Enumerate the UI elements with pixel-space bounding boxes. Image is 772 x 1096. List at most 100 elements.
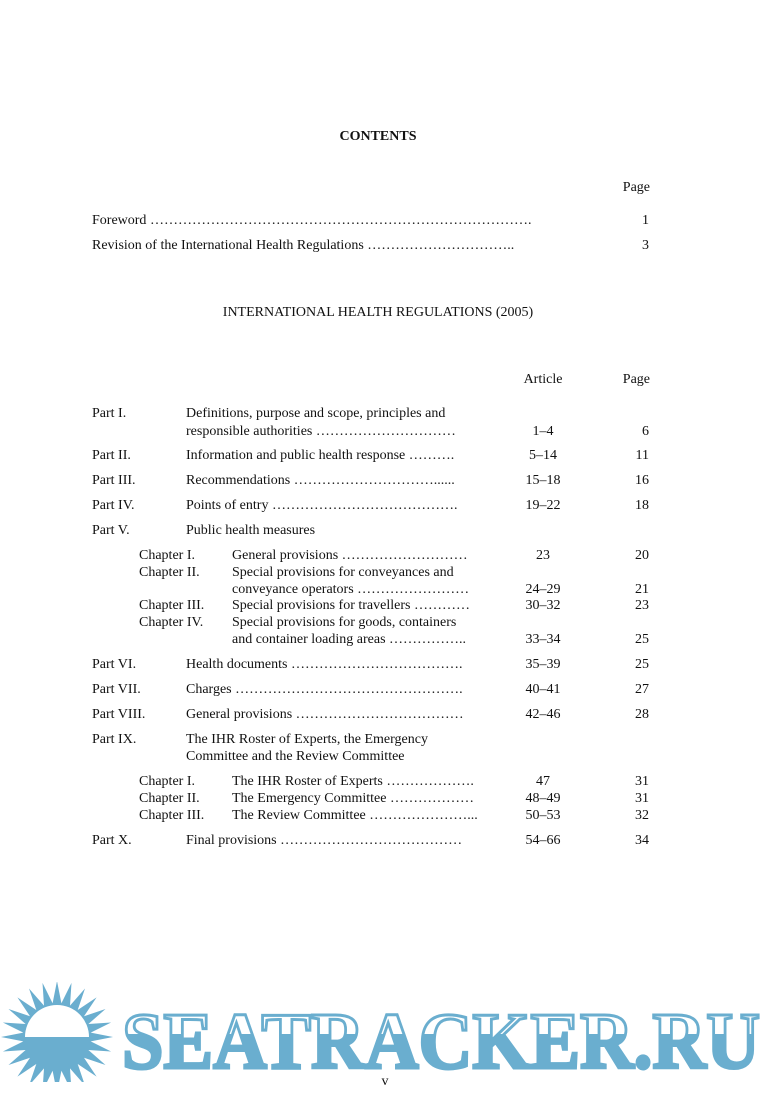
watermark-logo: SEATRACKER.RU SEATRACKER.RU — [1, 982, 762, 1082]
chapter-article: 33–34 — [525, 632, 561, 647]
chapter-article: 47 — [536, 774, 550, 789]
chapter-title[interactable]: Special provisions for conveyances and — [232, 565, 454, 580]
part-title[interactable]: Recommendations …………………………...... — [186, 473, 455, 488]
dot-leader: …………………………………. — [271, 498, 458, 513]
part-label: Part VII. — [92, 682, 141, 697]
part-article: 42–46 — [525, 707, 561, 722]
part-title[interactable]: Public health measures — [186, 523, 316, 538]
part-label: Part I. — [92, 406, 127, 421]
part-title[interactable]: Definitions, purpose and scope, principl… — [186, 406, 446, 421]
ihr-title: INTERNATIONAL HEALTH REGULATIONS (2005) — [222, 305, 534, 320]
part-label: Part VIII. — [92, 707, 146, 722]
chapter-label: Chapter II. — [139, 791, 200, 806]
dot-leader: ………………………….. — [367, 238, 515, 253]
part-label: Part IX. — [92, 732, 137, 747]
article-column-header: Article — [523, 372, 563, 387]
chapter-page: 31 — [635, 791, 649, 806]
chapter-title[interactable]: The IHR Roster of Experts ………………. — [232, 774, 474, 789]
chapter-title-cont[interactable]: conveyance operators …………………… — [232, 582, 470, 597]
toc-entry-title[interactable]: Revision of the International Health Reg… — [92, 238, 515, 253]
part-page: 25 — [635, 657, 649, 672]
chapter-page: 25 — [635, 632, 649, 647]
part-title[interactable]: Health documents ………………………………. — [186, 657, 463, 672]
page-column-header: Page — [622, 180, 650, 195]
part-title-cont[interactable]: responsible authorities ………………………… — [186, 424, 456, 439]
part-page: 18 — [635, 498, 649, 513]
part-page: 27 — [635, 682, 649, 697]
chapter-page: 20 — [635, 548, 649, 563]
dot-leader: …………………………...... — [293, 473, 455, 488]
dot-leader: ……………………………… — [295, 707, 464, 722]
dot-leader: …………………………………………. — [235, 682, 463, 697]
dot-leader: ………………………… — [315, 424, 456, 439]
part-page: 34 — [635, 833, 649, 848]
sun-icon — [1, 982, 113, 1082]
chapter-label: Chapter IV. — [139, 615, 204, 630]
chapter-title[interactable]: Special provisions for goods, containers — [232, 615, 457, 630]
part-title[interactable]: General provisions ……………………………… — [186, 707, 464, 722]
chapter-page: 23 — [635, 598, 649, 613]
part-title[interactable]: Information and public health response …… — [186, 448, 455, 463]
chapter-article: 50–53 — [525, 808, 561, 823]
part-title[interactable]: Charges …………………………………………. — [186, 682, 463, 697]
chapter-label: Chapter I. — [139, 548, 195, 563]
dot-leader: …………………... — [369, 808, 478, 823]
part-article: 15–18 — [525, 473, 561, 488]
svg-text:SEATRACKER.RU: SEATRACKER.RU — [122, 998, 760, 1082]
part-article: 54–66 — [525, 833, 561, 848]
toc-entry-page: 1 — [642, 213, 649, 228]
part-title-cont[interactable]: Committee and the Review Committee — [186, 749, 405, 764]
part-article: 40–41 — [525, 682, 561, 697]
dot-leader: ………………………………………………………………………. — [149, 213, 532, 228]
dot-leader: ………… — [413, 598, 470, 613]
chapter-title[interactable]: General provisions ……………………… — [232, 548, 468, 563]
chapter-label: Chapter II. — [139, 565, 200, 580]
part-article: 1–4 — [532, 424, 554, 439]
chapter-title[interactable]: The Review Committee …………………... — [232, 808, 478, 823]
part-article: 35–39 — [525, 657, 561, 672]
part-page: 11 — [635, 448, 649, 463]
chapter-page: 31 — [635, 774, 649, 789]
contents-heading: CONTENTS — [339, 129, 417, 144]
dot-leader: ………………………………… — [280, 833, 463, 848]
chapter-article: 23 — [536, 548, 550, 563]
dot-leader: ………………. — [386, 774, 474, 789]
chapter-article: 48–49 — [525, 791, 561, 806]
toc-entry-page: 3 — [642, 238, 649, 253]
chapter-label: Chapter III. — [139, 598, 205, 613]
part-label: Part IV. — [92, 498, 135, 513]
toc-entry-title[interactable]: Foreword ………………………………………………………………………. — [92, 213, 532, 228]
part-label: Part X. — [92, 833, 132, 848]
page-column-header: Page — [622, 372, 650, 387]
part-label: Part V. — [92, 523, 130, 538]
chapter-label: Chapter III. — [139, 808, 205, 823]
dot-leader: ………………………………. — [290, 657, 463, 672]
chapter-page: 32 — [635, 808, 649, 823]
part-article: 5–14 — [529, 448, 557, 463]
part-label: Part III. — [92, 473, 136, 488]
dot-leader: ………. — [408, 448, 455, 463]
part-label: Part VI. — [92, 657, 137, 672]
page-number: v — [381, 1074, 389, 1089]
chapter-article: 30–32 — [525, 598, 561, 613]
chapter-title[interactable]: The Emergency Committee ……………… — [232, 791, 474, 806]
part-page: 6 — [642, 424, 649, 439]
part-page: 28 — [635, 707, 649, 722]
dot-leader: ……………… — [389, 791, 474, 806]
chapter-label: Chapter I. — [139, 774, 195, 789]
part-page: 16 — [635, 473, 649, 488]
chapter-title-cont[interactable]: and container loading areas …………….. — [232, 632, 467, 647]
chapter-page: 21 — [635, 582, 649, 597]
chapter-title[interactable]: Special provisions for travellers ………… — [232, 598, 470, 613]
part-label: Part II. — [92, 448, 131, 463]
dot-leader: ……………………… — [341, 548, 468, 563]
part-title[interactable]: Final provisions ………………………………… — [186, 833, 463, 848]
svg-text:SEATRACKER.RU: SEATRACKER.RU — [122, 998, 760, 1082]
part-title[interactable]: Points of entry …………………………………. — [186, 498, 458, 513]
chapter-article: 24–29 — [525, 582, 561, 597]
dot-leader: …………….. — [389, 632, 467, 647]
part-title[interactable]: The IHR Roster of Experts, the Emergency — [186, 732, 428, 747]
part-article: 19–22 — [525, 498, 561, 513]
dot-leader: …………………… — [357, 582, 470, 597]
